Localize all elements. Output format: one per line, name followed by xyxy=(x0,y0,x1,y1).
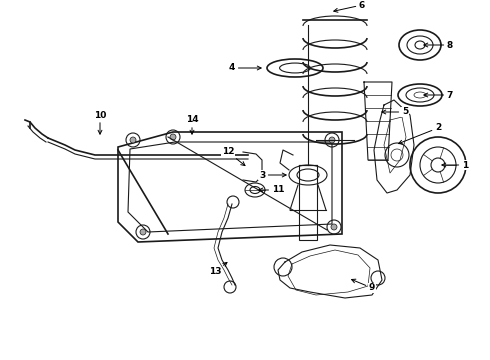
Text: 1: 1 xyxy=(442,161,468,170)
Bar xyxy=(299,165,317,240)
Text: 3: 3 xyxy=(259,171,286,180)
Circle shape xyxy=(140,229,146,235)
Text: 13: 13 xyxy=(209,262,227,276)
Text: 9: 9 xyxy=(351,279,375,292)
Text: 4: 4 xyxy=(229,63,261,72)
Circle shape xyxy=(130,137,136,143)
Text: 7: 7 xyxy=(424,90,453,99)
Text: 5: 5 xyxy=(382,108,408,117)
Text: 6: 6 xyxy=(334,0,365,12)
Text: 12: 12 xyxy=(222,148,245,166)
Text: 2: 2 xyxy=(398,123,441,144)
Circle shape xyxy=(331,224,337,230)
Text: 10: 10 xyxy=(94,111,106,134)
Text: 8: 8 xyxy=(424,40,453,49)
Circle shape xyxy=(170,134,176,140)
Text: 11: 11 xyxy=(259,185,284,194)
Circle shape xyxy=(329,137,335,143)
Text: 14: 14 xyxy=(186,116,198,134)
